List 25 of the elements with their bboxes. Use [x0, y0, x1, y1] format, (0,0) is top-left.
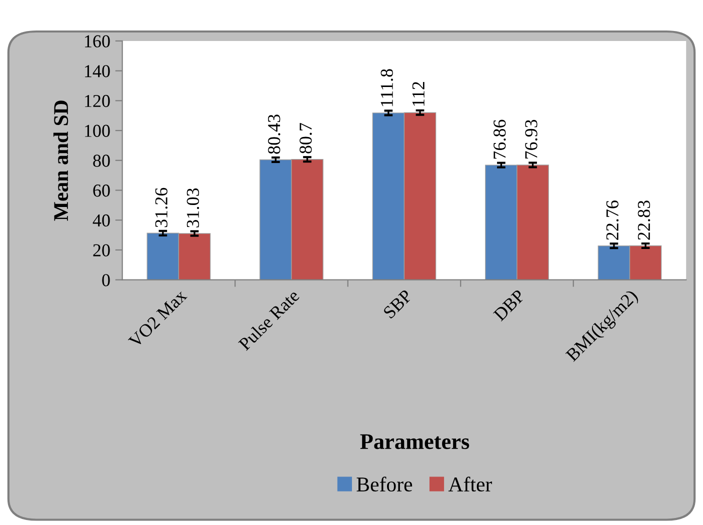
data-label: 76.93 — [525, 120, 538, 159]
legend-label: After — [448, 476, 492, 492]
y-tick-label: 120 — [85, 94, 110, 108]
data-label: 80.43 — [268, 114, 280, 154]
data-label: 112 — [412, 82, 424, 106]
y-tick-label: 140 — [85, 65, 110, 78]
data-label: 76.86 — [494, 120, 506, 159]
y-tick-label: 80 — [93, 154, 110, 167]
y-tick-label: 0 — [102, 274, 110, 286]
data-label: 31.03 — [186, 188, 200, 228]
y-tick-label: 160 — [85, 35, 110, 48]
x-tick-label: SBP — [382, 289, 413, 320]
y-tick-label: 60 — [93, 184, 110, 197]
y-tick-label: 20 — [93, 244, 110, 256]
data-label: 80.7 — [300, 123, 312, 154]
x-tick-label: VO2 Max — [128, 288, 188, 348]
x-axis-title: Parameters — [360, 434, 470, 450]
data-label: 111.8 — [380, 69, 394, 106]
y-tick-label: 40 — [92, 214, 110, 227]
data-label: 31.26 — [155, 188, 168, 228]
data-label: 22.76 — [606, 200, 619, 240]
y-tick-label: 100 — [85, 124, 110, 137]
y-axis-title: Mean and SD — [53, 100, 68, 221]
legend-label: Before — [356, 476, 412, 492]
data-label: 22.83 — [638, 200, 650, 240]
